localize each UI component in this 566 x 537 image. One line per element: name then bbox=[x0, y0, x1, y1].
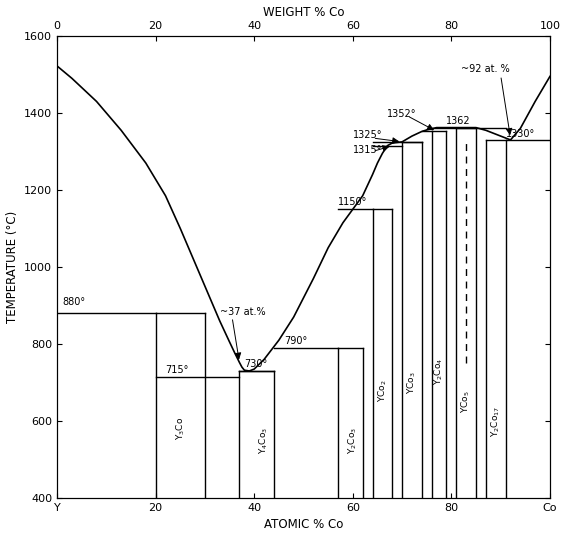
Text: ~37 at.%: ~37 at.% bbox=[220, 307, 265, 317]
Y-axis label: TEMPERATURE (°C): TEMPERATURE (°C) bbox=[6, 211, 19, 323]
Text: Y$_2$Co$_{17}$: Y$_2$Co$_{17}$ bbox=[490, 405, 502, 437]
Text: Y$_2$Co$_4$: Y$_2$Co$_4$ bbox=[433, 357, 445, 384]
Text: YCo$_5$: YCo$_5$ bbox=[460, 390, 473, 413]
Text: Y$_3$Co: Y$_3$Co bbox=[174, 417, 187, 440]
Text: 1352°: 1352° bbox=[387, 109, 417, 119]
Text: YCo$_2$: YCo$_2$ bbox=[376, 379, 389, 402]
Text: 730°: 730° bbox=[245, 359, 268, 369]
Text: Y$_4$Co$_3$: Y$_4$Co$_3$ bbox=[258, 426, 271, 454]
Text: ~92 at. %: ~92 at. % bbox=[461, 64, 510, 75]
Text: 715°: 715° bbox=[165, 365, 189, 375]
Text: 1150°: 1150° bbox=[338, 197, 367, 207]
Text: 790°: 790° bbox=[284, 336, 307, 346]
Text: Y$_2$Co$_3$: Y$_2$Co$_3$ bbox=[346, 426, 359, 454]
Text: YCo$_3$: YCo$_3$ bbox=[406, 371, 418, 394]
X-axis label: WEIGHT % Co: WEIGHT % Co bbox=[263, 5, 344, 19]
Text: 1315°: 1315° bbox=[353, 146, 382, 155]
Text: 1330°: 1330° bbox=[505, 129, 535, 139]
Text: 1362: 1362 bbox=[447, 117, 471, 126]
Text: 880°: 880° bbox=[62, 297, 85, 307]
Text: 1325°: 1325° bbox=[353, 130, 382, 140]
X-axis label: ATOMIC % Co: ATOMIC % Co bbox=[264, 518, 343, 532]
